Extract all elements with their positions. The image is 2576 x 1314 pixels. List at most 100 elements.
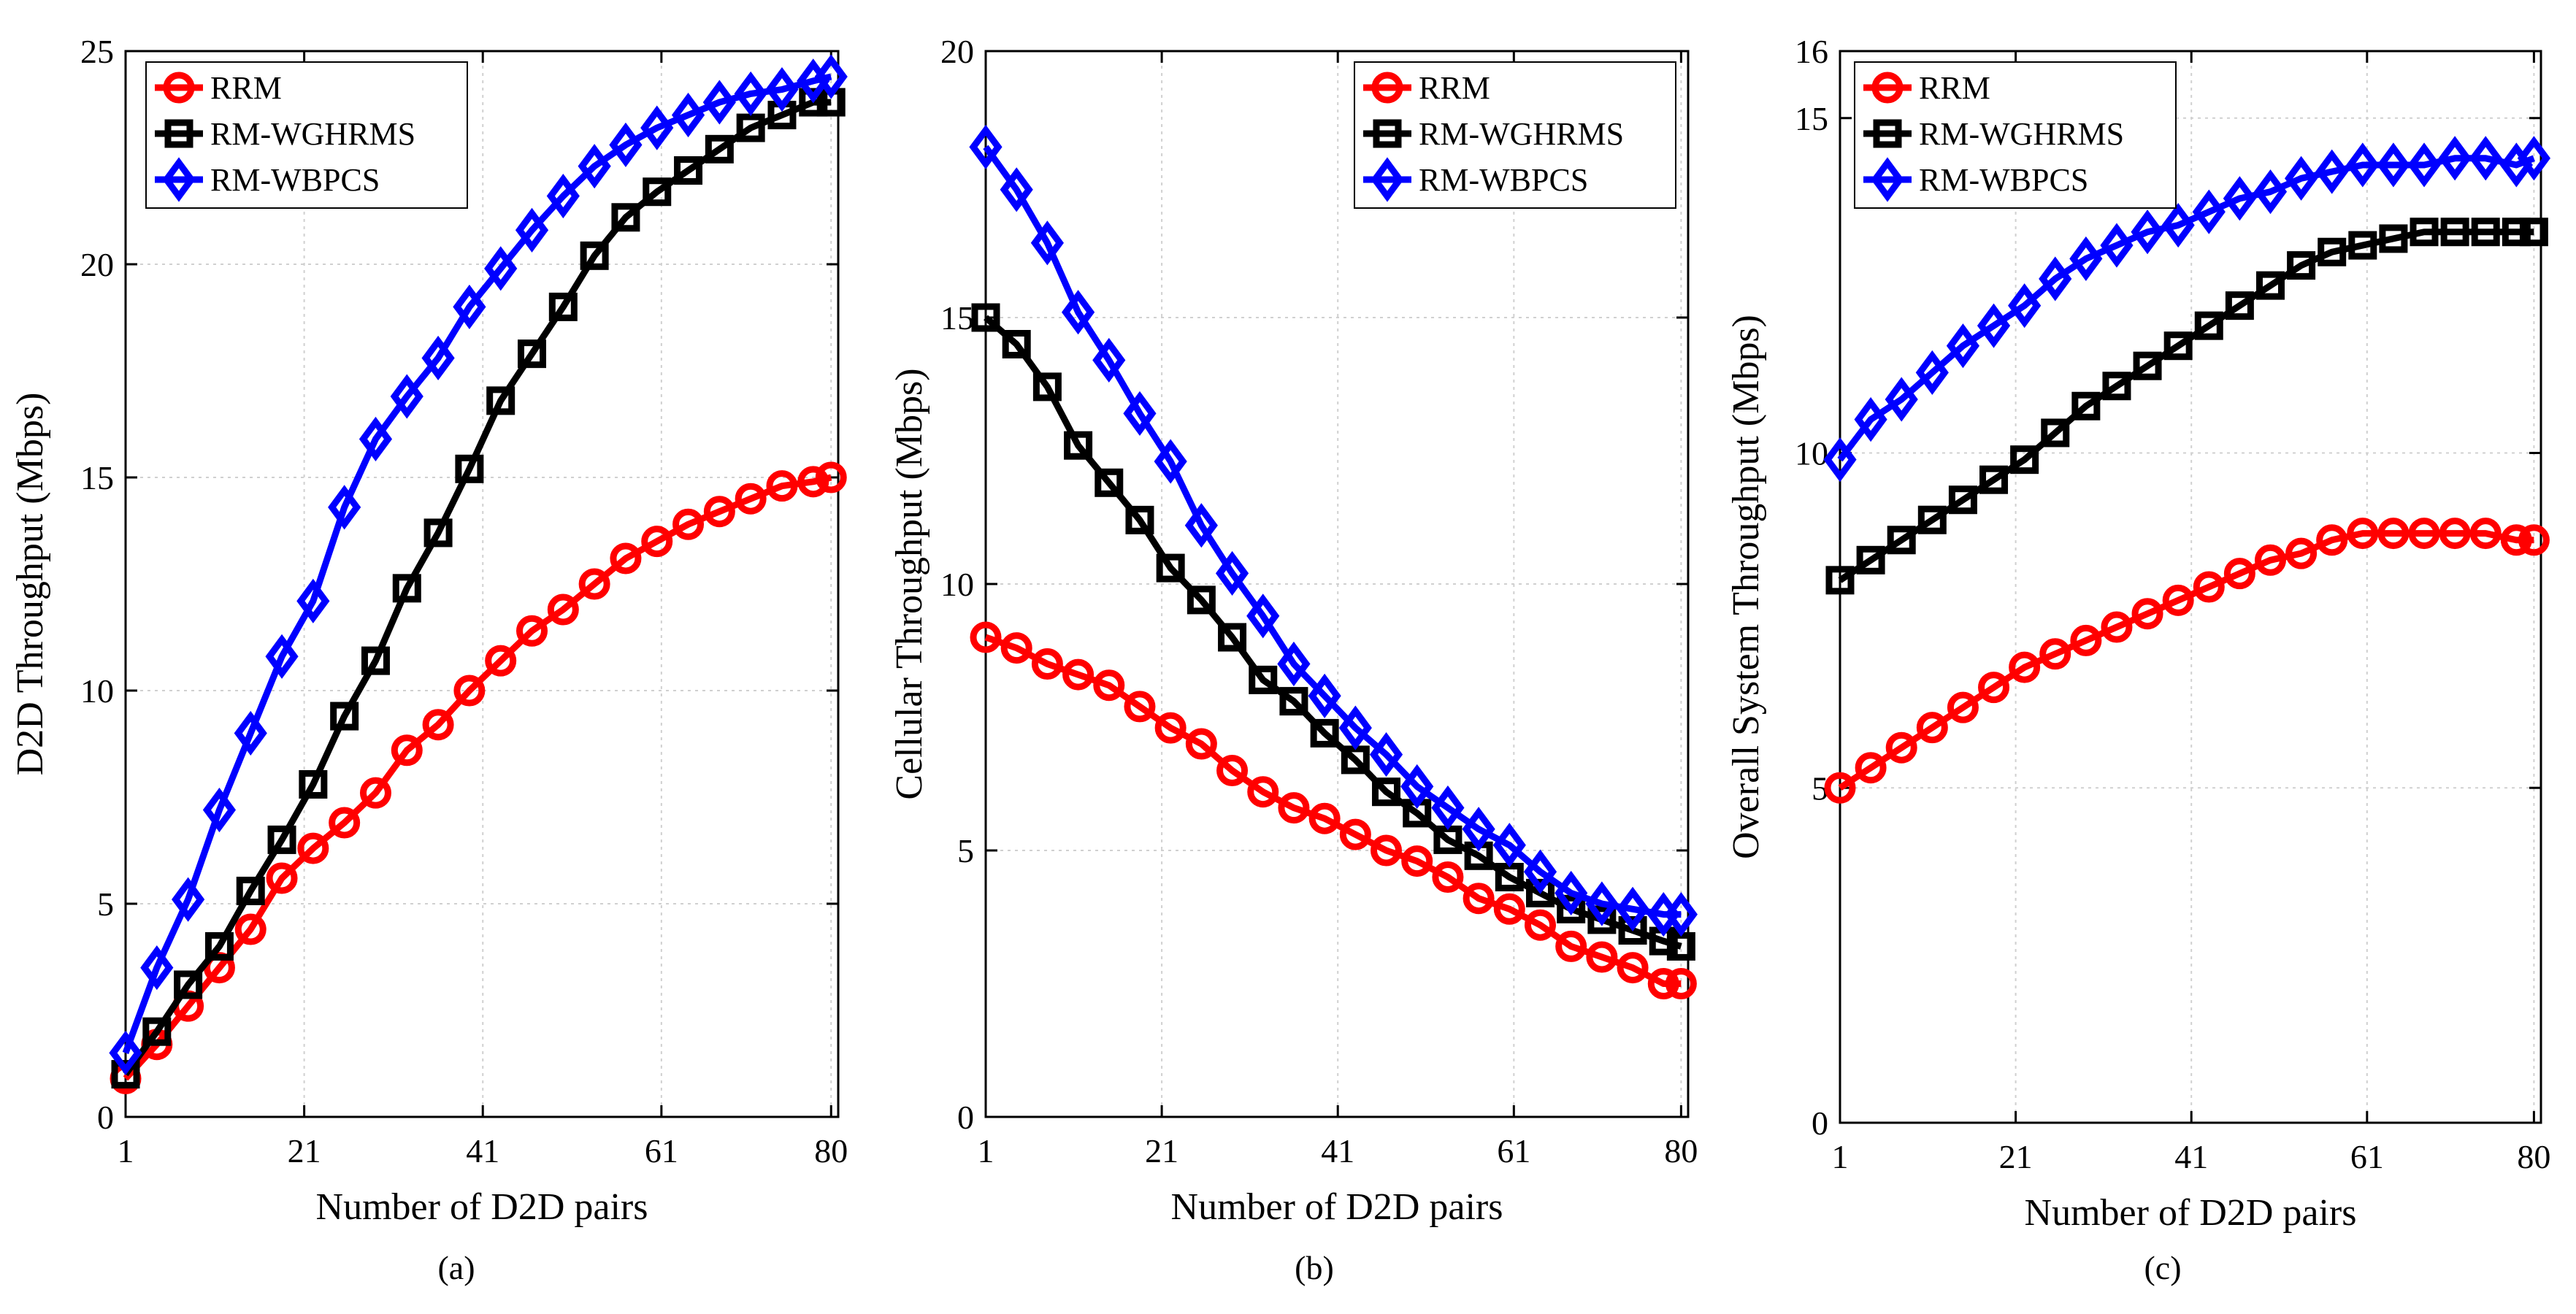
data-point <box>421 335 455 381</box>
x-tick-label: 61 <box>1497 1132 1530 1169</box>
series-line <box>984 315 1682 950</box>
data-point <box>234 913 267 945</box>
series-line <box>123 474 832 1081</box>
data-point <box>2131 598 2163 630</box>
data-point <box>611 203 640 232</box>
x-tick-label: 80 <box>814 1132 848 1169</box>
data-point <box>2102 372 2131 401</box>
data-point <box>1431 785 1465 831</box>
legend-marker <box>162 157 196 202</box>
data-point <box>1216 755 1249 786</box>
data-point <box>1401 845 1433 877</box>
data-point <box>453 284 486 329</box>
data-point <box>2161 202 2195 248</box>
data-point <box>609 122 643 168</box>
data-point <box>2193 571 2225 603</box>
y-tick-label: 15 <box>940 299 974 337</box>
x-axis-label: Number of D2D pairs <box>1171 1186 1503 1228</box>
data-point <box>1061 290 1095 335</box>
data-point <box>1463 883 1495 915</box>
data-point <box>174 970 203 999</box>
data-point <box>140 945 174 991</box>
data-point <box>329 807 361 839</box>
data-point <box>2285 537 2318 569</box>
data-point <box>578 568 610 600</box>
legend-entry: RM-WBPCS <box>1863 157 2088 202</box>
data-point <box>390 374 423 419</box>
legend-entry: RM-WGHRMS <box>155 116 415 152</box>
data-point <box>2348 231 2377 260</box>
data-point <box>2346 142 2380 188</box>
y-tick-label: 10 <box>940 566 974 603</box>
data-point <box>267 825 296 854</box>
data-point <box>2223 558 2255 590</box>
legend-marker <box>1371 157 1404 202</box>
y-tick-label: 0 <box>97 1099 114 1136</box>
data-point <box>643 177 672 207</box>
y-tick-label: 15 <box>80 459 114 496</box>
panel-b-cellular-throughput: 1 21 41 61 80 0 5 10 15 20 Number of D2D pairs Cell… <box>889 33 1698 1286</box>
series-rrm <box>1824 518 2550 804</box>
data-point <box>1856 545 1885 575</box>
data-point <box>2438 136 2472 181</box>
data-point <box>1249 665 1278 694</box>
legend-marker <box>163 72 195 104</box>
data-point <box>2410 218 2439 247</box>
data-point <box>548 292 578 321</box>
x-tick-label: 80 <box>1664 1132 1698 1169</box>
data-point <box>2518 524 2550 556</box>
series-rrm <box>110 461 847 1094</box>
data-point <box>2162 584 2194 616</box>
x-tick-label: 1 <box>1832 1138 1849 1175</box>
data-point <box>1823 437 1857 483</box>
data-point <box>484 246 518 291</box>
y-tick-label: 5 <box>1812 769 1828 807</box>
data-point <box>265 634 299 679</box>
data-point <box>361 646 390 675</box>
data-point <box>1555 930 1587 962</box>
data-point <box>547 593 579 626</box>
y-tick-label: 10 <box>1795 435 1828 472</box>
data-point <box>971 303 1000 332</box>
legend-label: RRM <box>1419 70 1490 106</box>
data-point <box>234 710 267 756</box>
data-point <box>485 645 517 677</box>
series-line <box>1838 228 2534 583</box>
data-point <box>1092 337 1126 383</box>
data-point <box>1492 823 1526 868</box>
data-point <box>111 1060 140 1089</box>
data-point <box>734 71 767 116</box>
data-point <box>1916 712 1948 744</box>
legend-marker <box>1873 119 1902 148</box>
data-point <box>1525 878 1555 907</box>
data-point <box>2254 544 2286 576</box>
data-point <box>1279 687 1308 716</box>
series-line <box>984 634 1682 987</box>
data-point <box>486 386 515 415</box>
data-point <box>2101 611 2133 643</box>
data-point <box>2225 291 2254 320</box>
data-point <box>2255 271 2285 300</box>
legend-label: RRM <box>1919 70 1990 106</box>
x-tick-label: 1 <box>118 1132 134 1169</box>
legend-label: RM-WGHRMS <box>210 116 415 152</box>
y-tick-label: 25 <box>80 33 114 70</box>
y-tick-label: 20 <box>80 246 114 283</box>
data-point <box>1247 776 1279 808</box>
data-point <box>1125 505 1154 534</box>
data-point <box>702 80 736 125</box>
legend-marker <box>1871 72 1904 104</box>
data-point <box>580 241 609 270</box>
data-point <box>1062 658 1095 691</box>
data-point <box>1308 673 1341 718</box>
y-tick-label: 0 <box>1812 1104 1828 1142</box>
data-point <box>1948 485 1977 515</box>
legend-label: RM-WBPCS <box>210 162 380 198</box>
data-point <box>1124 691 1156 723</box>
data-point <box>1185 728 1217 760</box>
series-rrm <box>970 621 1697 999</box>
data-point <box>299 769 328 799</box>
data-point <box>359 416 393 462</box>
panel-a-d2d-throughput: 1 21 41 61 80 0 5 10 15 20 25 Number of D2D pairs D2… <box>9 33 848 1286</box>
legend-marker <box>1373 119 1402 148</box>
